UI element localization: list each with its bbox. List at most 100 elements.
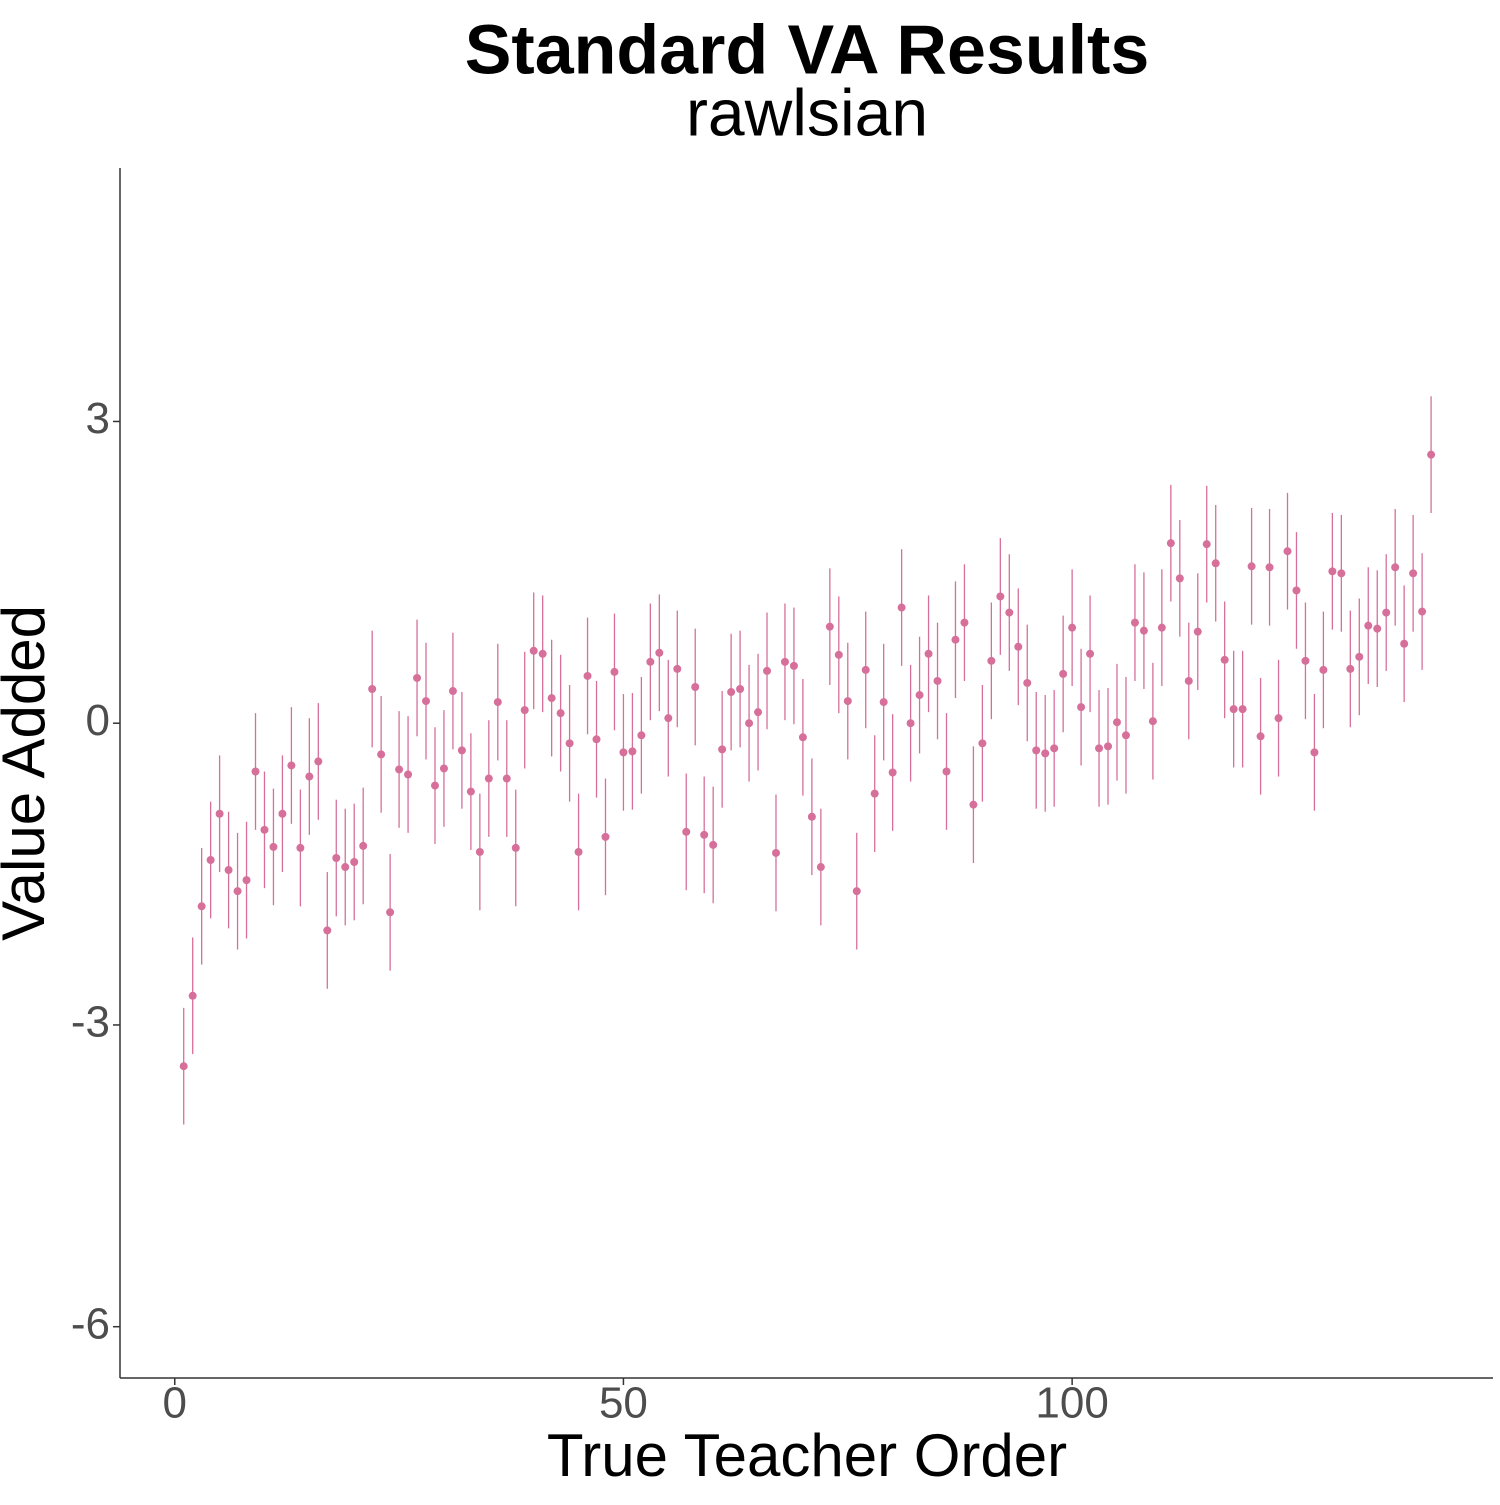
point [1193, 627, 1202, 636]
point [359, 841, 368, 850]
point [1355, 652, 1364, 661]
point [682, 827, 691, 836]
point [1328, 567, 1337, 576]
point [861, 665, 870, 674]
point [1301, 656, 1310, 665]
point [1283, 547, 1292, 556]
point [368, 685, 377, 694]
point [897, 603, 906, 612]
point [727, 688, 736, 697]
point [1229, 705, 1238, 714]
point [1292, 586, 1301, 595]
point [619, 748, 628, 757]
point [574, 847, 583, 856]
point [1274, 714, 1283, 723]
point [736, 685, 745, 694]
point [960, 618, 969, 627]
point [691, 683, 700, 692]
point [323, 926, 332, 935]
point [395, 765, 404, 774]
point [278, 809, 287, 818]
point [1157, 623, 1166, 632]
point [1032, 746, 1041, 755]
point [1112, 718, 1121, 727]
x-axis-label: True Teacher Order [547, 1422, 1067, 1489]
point [1418, 607, 1427, 616]
point [870, 789, 879, 798]
point [1184, 676, 1193, 685]
point [1373, 624, 1382, 633]
point [1095, 744, 1104, 753]
point [924, 649, 933, 658]
point [188, 991, 197, 1000]
point [789, 661, 798, 670]
point [1220, 655, 1229, 664]
point [529, 646, 538, 655]
y-tick-label: -6 [71, 1299, 110, 1348]
point [852, 887, 861, 896]
point [1041, 749, 1050, 758]
point [888, 768, 897, 777]
point [1023, 678, 1032, 687]
point [978, 739, 987, 748]
point [224, 866, 233, 875]
x-tick-label: 50 [599, 1379, 648, 1428]
chart-title: Standard VA Results [465, 10, 1150, 88]
point [798, 733, 807, 742]
point [906, 719, 915, 728]
point [457, 746, 466, 755]
point [745, 719, 754, 728]
point [1166, 539, 1175, 548]
point [1202, 540, 1211, 549]
x-tick-label: 0 [162, 1379, 186, 1428]
point [466, 787, 475, 796]
point [664, 714, 673, 723]
point [386, 908, 395, 917]
point [1382, 608, 1391, 617]
point [296, 843, 305, 852]
point [1086, 649, 1095, 658]
point [1346, 664, 1355, 673]
point [1337, 569, 1346, 578]
point [1121, 731, 1130, 740]
point [1175, 574, 1184, 583]
point [915, 691, 924, 700]
point [601, 832, 610, 841]
point [987, 656, 996, 665]
point [502, 774, 511, 783]
point [430, 781, 439, 790]
point [350, 858, 359, 867]
point [754, 708, 763, 717]
point [709, 840, 718, 849]
point [1050, 744, 1059, 753]
point [260, 825, 269, 834]
point [520, 706, 529, 715]
point [377, 750, 386, 759]
point [233, 887, 242, 896]
point [484, 774, 493, 783]
point [610, 667, 619, 676]
point [1077, 703, 1086, 712]
point [1005, 608, 1014, 617]
point [933, 676, 942, 685]
point [825, 622, 834, 631]
point [1130, 618, 1139, 627]
y-axis-label: Value Added [0, 605, 57, 941]
point [206, 856, 215, 865]
point [1139, 626, 1148, 635]
point [314, 757, 323, 766]
y-tick-label: -3 [71, 998, 110, 1047]
point [197, 902, 206, 911]
point [1319, 665, 1328, 674]
point [1256, 732, 1265, 741]
point [269, 842, 278, 851]
point [493, 698, 502, 707]
point [305, 772, 314, 781]
point [592, 735, 601, 744]
point [1427, 450, 1436, 459]
point [439, 764, 448, 773]
point [843, 697, 852, 706]
point [1059, 669, 1068, 678]
